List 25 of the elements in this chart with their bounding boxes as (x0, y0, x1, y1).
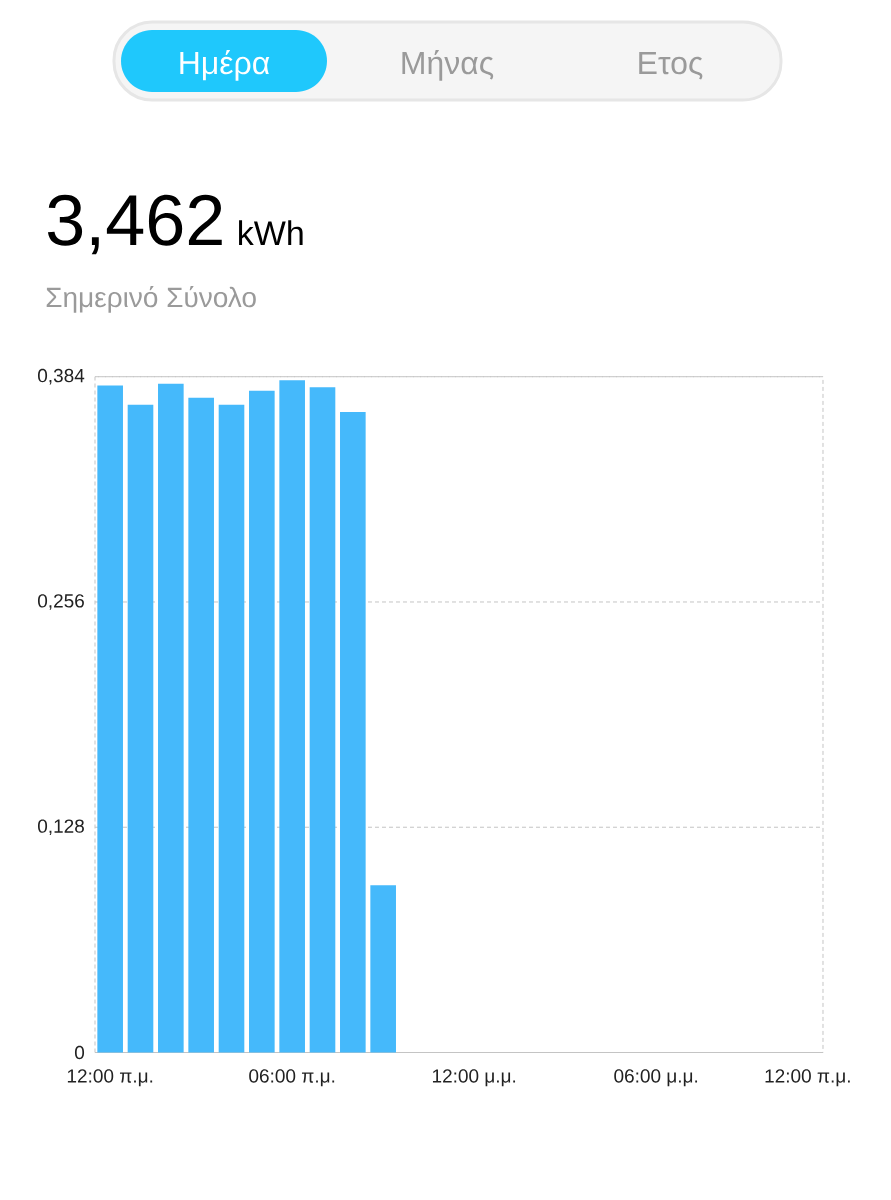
text: Ετος (639, 52, 703, 80)
y-tick-label: 0,384 (37, 368, 85, 385)
y-tick-label: 0,256 (37, 594, 84, 610)
x-tick-label: 12:00 μ.μ. (432, 1069, 516, 1087)
bar (370, 885, 396, 1053)
bar (158, 383, 184, 1053)
chart-title: 3,462 (47, 194, 222, 255)
y-tick-label: 0 (74, 1045, 85, 1060)
bar (97, 385, 123, 1053)
bar (218, 404, 245, 1053)
bar (340, 411, 366, 1053)
x-tick-label: 12:00 π.μ. (765, 1069, 850, 1087)
bar (249, 390, 275, 1053)
x-tick-label: 06:00 μ.μ. (614, 1069, 698, 1087)
text: kWh (239, 220, 303, 246)
bar (188, 397, 214, 1053)
text: Μήνας (402, 49, 494, 81)
y-tick-label: 0,128 (37, 819, 84, 836)
bar (127, 404, 154, 1053)
bar (279, 380, 305, 1053)
x-tick-label: 06:00 π.μ. (249, 1069, 335, 1087)
bar (309, 387, 336, 1053)
x-tick-label: 12:00 π.μ. (67, 1069, 153, 1087)
text: Ημέρα (180, 49, 270, 81)
chart-subtitle: Σημερινό Σύνολο (46, 285, 256, 313)
